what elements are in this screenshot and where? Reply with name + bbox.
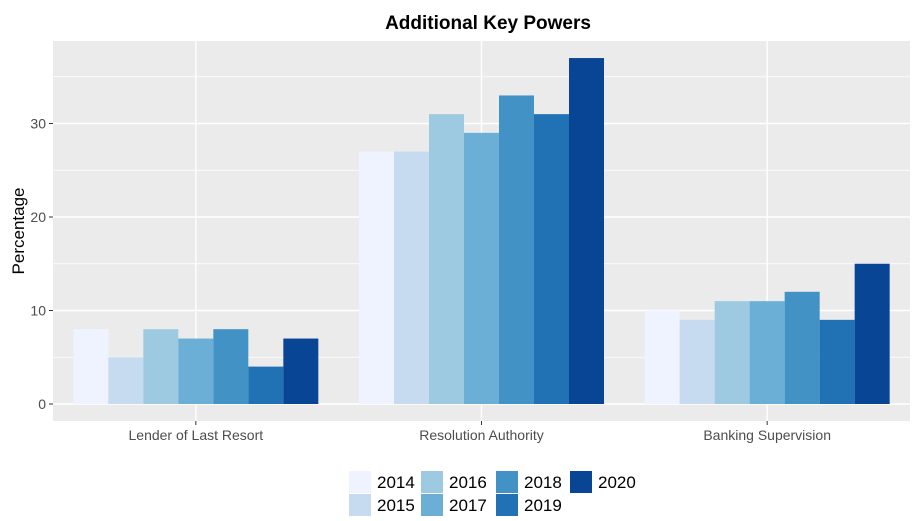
bar-2014-1 [359,151,394,404]
chart-title: Additional Key Powers [385,13,591,34]
legend-label-2017: 2017 [449,496,487,515]
bar-2019-0 [248,366,284,404]
x-tick-label: Banking Supervision [703,427,831,443]
bar-2017-1 [464,132,499,404]
legend-key-2016 [421,471,443,493]
bar-2018-0 [213,329,249,404]
bar-2015-0 [108,357,144,404]
bar-2016-1 [429,114,464,405]
legend-label-2015: 2015 [377,496,415,515]
bar-2014-0 [73,329,109,404]
y-axis: 0 10 20 30 [30,116,53,412]
bar-2016-0 [143,329,179,404]
bar-2018-1 [499,95,534,404]
bars [73,58,890,405]
bar-2018-2 [784,291,820,404]
bar-2020-1 [569,58,604,405]
bar-2015-1 [394,151,429,404]
y-tick-label: 30 [30,116,46,132]
bar-2017-0 [178,338,214,404]
legend-key-2017 [421,494,443,516]
bar-2020-0 [283,338,319,404]
x-tick-label: Resolution Authority [419,427,544,443]
legend-key-2019 [496,494,518,516]
bar-2020-2 [854,263,890,404]
bar-2014-2 [644,310,680,404]
legend-key-2020 [570,471,592,493]
legend: 2014 2015 2016 2017 2018 2019 2020 [349,471,636,516]
bar-2019-2 [819,319,855,404]
x-axis: Lender of Last Resort Resolution Authorit… [129,421,831,443]
legend-label-2020: 2020 [598,473,636,492]
y-axis-label: Percentage [9,188,28,275]
legend-label-2016: 2016 [449,473,487,492]
x-tick-label: Lender of Last Resort [129,427,264,443]
y-tick-label: 0 [38,396,46,412]
y-tick-label: 20 [30,209,46,225]
legend-label-2014: 2014 [377,473,415,492]
legend-key-2014 [349,471,371,493]
bar-2015-2 [679,319,715,404]
bar-2016-2 [714,301,750,404]
bar-2017-2 [749,301,785,404]
legend-label-2018: 2018 [524,473,562,492]
bar-2019-1 [534,114,569,405]
y-tick-label: 10 [30,303,46,319]
legend-key-2015 [349,494,371,516]
legend-key-2018 [496,471,518,493]
legend-label-2019: 2019 [524,496,562,515]
